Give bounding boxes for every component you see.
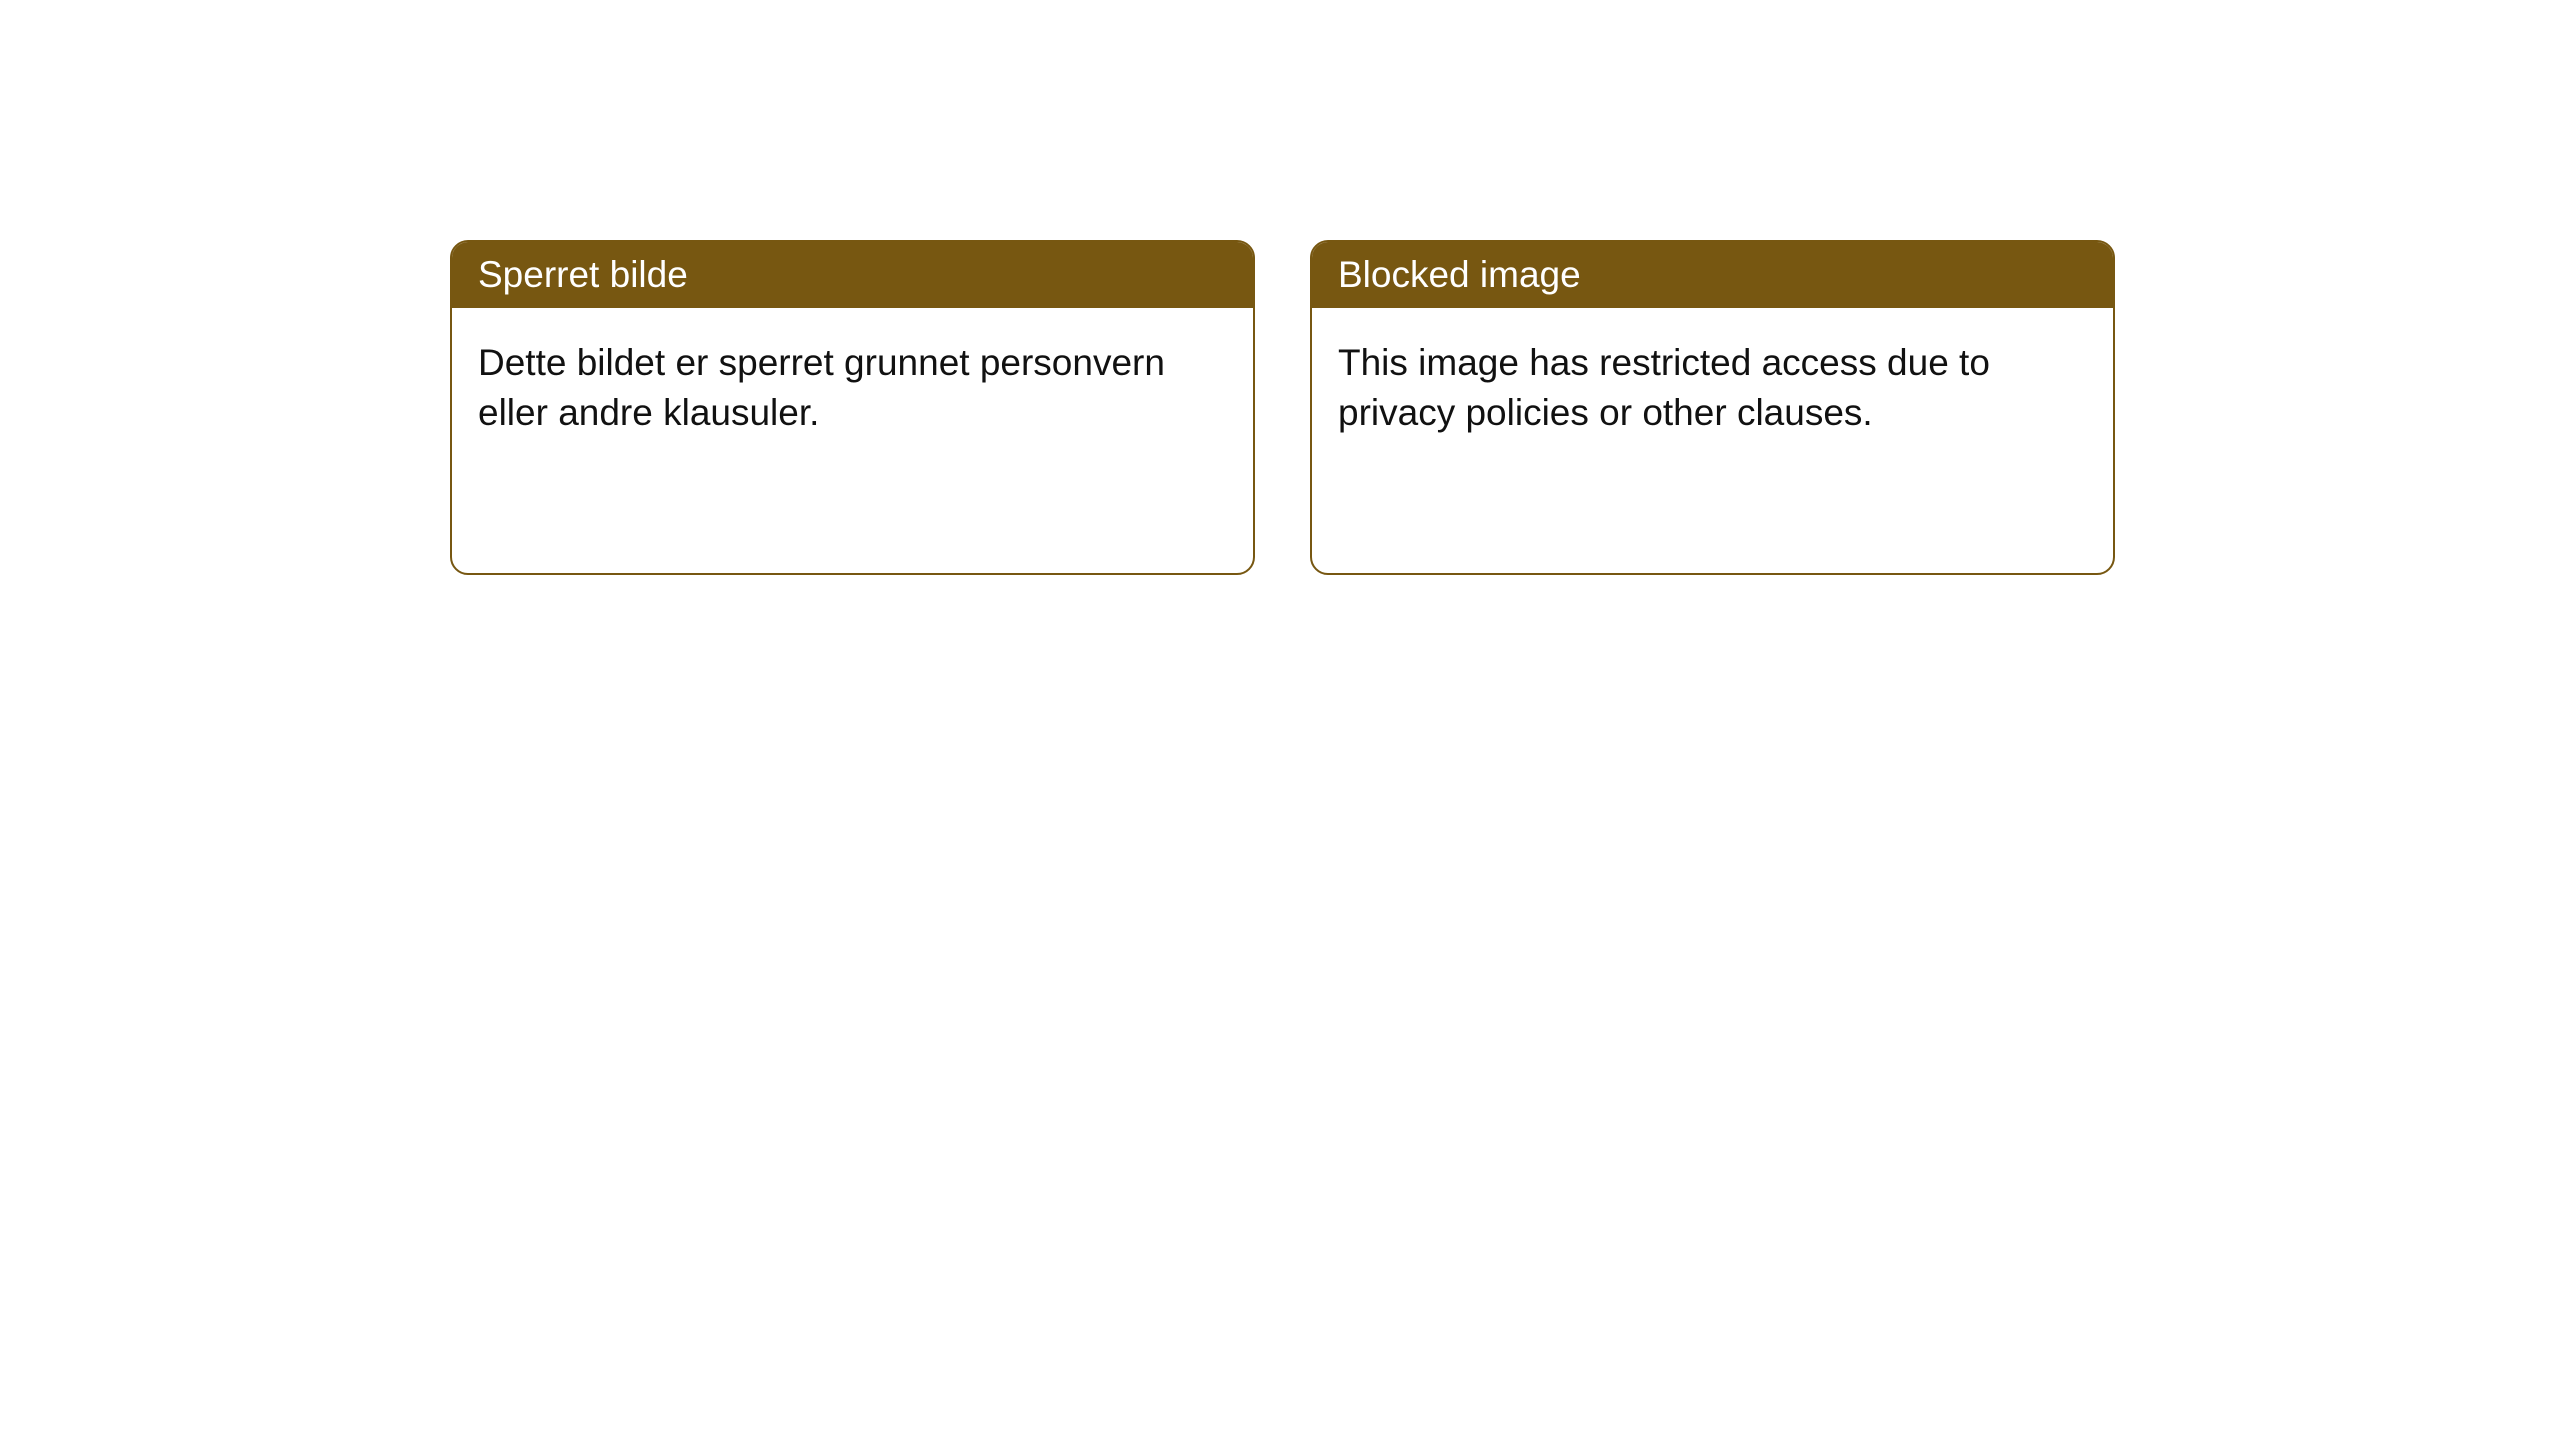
notice-title: Sperret bilde	[478, 254, 688, 295]
notice-container: Sperret bilde Dette bildet er sperret gr…	[0, 0, 2560, 575]
notice-title: Blocked image	[1338, 254, 1581, 295]
notice-text: Dette bildet er sperret grunnet personve…	[478, 342, 1165, 433]
notice-card-norwegian: Sperret bilde Dette bildet er sperret gr…	[450, 240, 1255, 575]
notice-header: Blocked image	[1312, 242, 2113, 308]
notice-body: Dette bildet er sperret grunnet personve…	[452, 308, 1253, 468]
notice-body: This image has restricted access due to …	[1312, 308, 2113, 468]
notice-header: Sperret bilde	[452, 242, 1253, 308]
notice-card-english: Blocked image This image has restricted …	[1310, 240, 2115, 575]
notice-text: This image has restricted access due to …	[1338, 342, 1990, 433]
